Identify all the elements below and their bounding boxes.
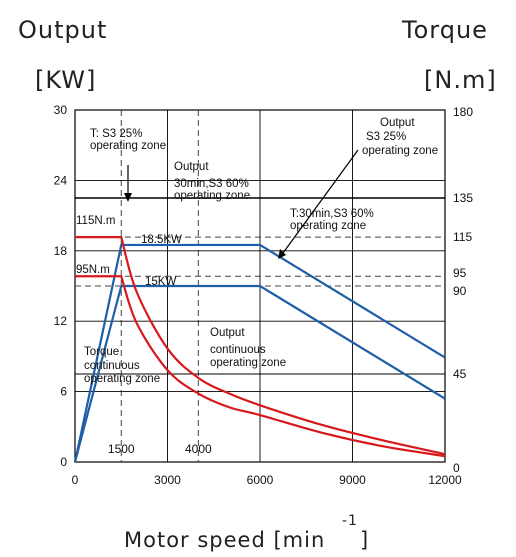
x-tick-label: 3000 <box>154 473 181 487</box>
y-left-tick-label: 12 <box>54 314 68 328</box>
annotation-line: operating zone <box>84 373 160 385</box>
y-left-tick-label: 24 <box>54 173 68 187</box>
left-axis-unit: [KW] <box>35 66 96 94</box>
annotation-torque-30min: T:30min,S3 60% operating zone <box>290 208 377 232</box>
y-left-tick-label: 30 <box>54 103 68 117</box>
annotation-line: Output <box>174 161 209 173</box>
annotation-torque-s3-25: T: S3 25% operating zone <box>90 128 166 152</box>
annotation-line: Output <box>380 117 415 129</box>
annotation-line: S3 25% <box>366 131 406 143</box>
power-series-line <box>73 284 446 463</box>
y-right-tick-label: 95 <box>453 266 467 280</box>
y-left-tick-label: 18 <box>54 244 68 258</box>
x-tick-label: 0 <box>72 473 79 487</box>
torque-series-line <box>75 275 446 458</box>
annotation-line: operating zone <box>290 220 366 232</box>
annotation-line: T:30min,S3 60% <box>290 208 374 220</box>
annotation-line: Output <box>210 327 245 339</box>
torque-label-115: 115N.m <box>76 215 115 227</box>
y-right-tick-label: 115 <box>453 230 472 244</box>
annotation-line: operating zone <box>362 145 438 157</box>
annotation-torque-continuous: Torque continuous operating zone <box>84 346 160 385</box>
y-right-tick-label: 180 <box>453 105 473 119</box>
x-axis-label-close: ] <box>360 528 369 552</box>
annotation-line: T: S3 25% <box>90 128 142 140</box>
arrow-torque-s3-25 <box>124 165 132 202</box>
annotation-output-s3-25: Output S3 25% operating zone <box>362 117 438 157</box>
annotation-line: operating zone <box>174 190 250 202</box>
x-marker-label: 1500 <box>108 442 135 456</box>
power-label-18-5: 18.5KW <box>141 234 182 246</box>
x-marker-label: 4000 <box>185 442 212 456</box>
annotation-line: operating zone <box>90 140 166 152</box>
annotation-line: continuous <box>84 360 140 372</box>
annotation-line: continuous <box>210 344 266 356</box>
right-axis-title: Torque <box>401 16 488 44</box>
y-right-tick-label: 135 <box>453 191 473 205</box>
tick-labels: 0 3000 6000 9000 120000612182430045909511513… <box>54 103 474 487</box>
annotation-output-continuous: Output continuous operating zone <box>210 327 286 369</box>
annotation-output-30min: Output 30min,S3 60% operating zone <box>174 161 252 202</box>
y-left-tick-label: 0 <box>60 455 67 469</box>
y-right-tick-label: 0 <box>453 461 460 475</box>
x-axis-label-superscript: -1 <box>342 513 358 529</box>
x-tick-label: 12000 <box>428 473 462 487</box>
x-tick-label: 9000 <box>339 473 366 487</box>
y-right-tick-label: 90 <box>453 284 467 298</box>
annotation-line: 30min,S3 60% <box>174 178 249 190</box>
power-series-line <box>73 243 446 463</box>
torque-series-line <box>75 236 446 456</box>
y-left-tick-label: 6 <box>60 385 67 399</box>
x-axis-label: Motor speed [min <box>124 528 325 552</box>
left-axis-title: Output <box>18 16 107 44</box>
x-tick-label: 6000 <box>247 473 274 487</box>
annotation-line: Torque <box>84 346 119 358</box>
series-group <box>73 236 446 463</box>
arrow-output-s3-25 <box>278 149 359 259</box>
torque-label-95: 95N.m <box>76 264 110 276</box>
power-label-15: 15KW <box>145 276 176 288</box>
y-right-tick-label: 45 <box>453 367 467 381</box>
right-axis-unit: [N.m] <box>424 66 497 94</box>
annotation-line: operating zone <box>210 357 286 369</box>
